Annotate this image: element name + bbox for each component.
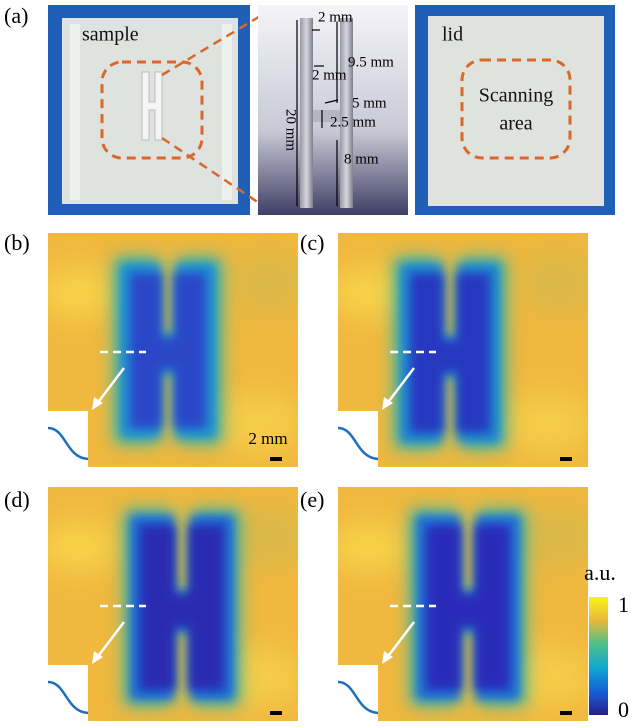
dimension-label: 2.5 mm xyxy=(330,114,376,130)
heatmap-content xyxy=(38,487,303,721)
heatmap-texture xyxy=(503,393,593,453)
panel-label: (b) xyxy=(4,230,30,255)
colorbar-min: 0 xyxy=(618,697,629,722)
heatmap-texture xyxy=(38,522,118,572)
rail xyxy=(70,24,80,200)
heatmap-texture xyxy=(328,522,408,572)
photo-label: lid xyxy=(442,24,463,46)
panel-label: (d) xyxy=(4,487,30,512)
heatmap-texture xyxy=(523,507,593,567)
colorbar xyxy=(589,597,608,715)
dimension-label: 2 mm xyxy=(318,9,353,25)
heatmap xyxy=(38,487,303,721)
scale-bar-label: 2 mm xyxy=(248,429,287,448)
scale-bar xyxy=(560,711,572,715)
heatmap xyxy=(328,487,593,721)
panel-label: (c) xyxy=(300,230,324,255)
photo-label: sample xyxy=(82,24,139,46)
scale-bar xyxy=(270,457,282,461)
heatmap-texture xyxy=(233,507,303,567)
scale-bar xyxy=(560,457,572,461)
panel-label: (a) xyxy=(4,3,28,28)
panel-label: (e) xyxy=(300,487,324,512)
scale-bar xyxy=(270,711,282,715)
colorbar-label: a.u. xyxy=(584,560,616,585)
heatmap xyxy=(328,233,593,467)
colorbar-max: 1 xyxy=(618,592,629,617)
heatmap-content xyxy=(328,233,593,467)
page: {"panel_labels": ["(a)", "(b)", "(c)", "… xyxy=(0,0,642,727)
photo-label: area xyxy=(499,113,532,135)
bar-3d xyxy=(300,18,313,208)
dimension-label: 8 mm xyxy=(344,151,379,167)
bar-3d xyxy=(340,18,353,208)
heatmap-texture xyxy=(523,253,593,313)
sample-holder xyxy=(62,18,238,204)
dimension-label: 5 mm xyxy=(352,95,387,111)
figure: 2 mm 2 mm 9.5 mm 20 mm 5 mm 2.5 mm 8 mm … xyxy=(0,0,642,727)
dimension-label: 9.5 mm xyxy=(348,54,394,70)
dimension-label: 20 mm xyxy=(283,109,299,151)
heatmap-texture xyxy=(38,268,118,318)
rail xyxy=(222,24,232,200)
heatmap-content xyxy=(328,487,593,721)
heatmaps xyxy=(38,233,593,721)
dimension-label: 2 mm xyxy=(312,67,347,83)
photo-label: Scanning xyxy=(479,85,553,107)
heatmap-texture xyxy=(233,253,303,313)
